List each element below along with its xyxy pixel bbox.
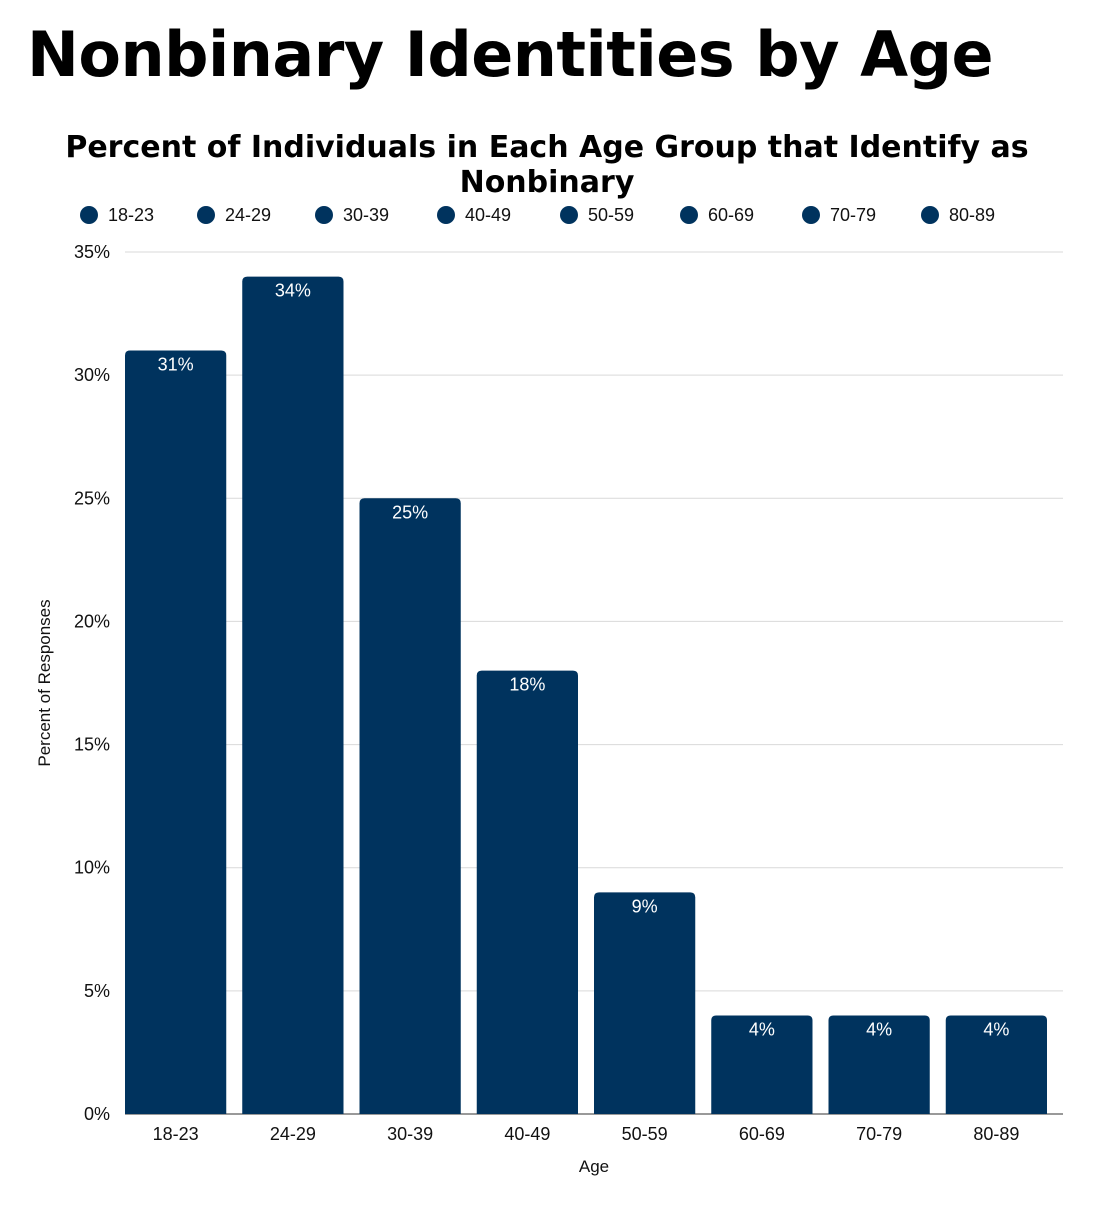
y-tick-label: 10% — [74, 858, 110, 878]
x-tick-label: 50-59 — [622, 1124, 668, 1144]
x-tick-label: 60-69 — [739, 1124, 785, 1144]
x-tick-label: 30-39 — [387, 1124, 433, 1144]
bars: 31% 34% 25% 18% 9% 4% 4% 4% — [125, 276, 1047, 1115]
bar-80-89 — [945, 1015, 1047, 1114]
x-tick-label: 80-89 — [973, 1124, 1019, 1144]
legend: 18-23 24-29 30-39 40-49 50-59 60-69 70-79 80-89 — [80, 205, 995, 225]
bar-data-label: 9% — [632, 896, 658, 916]
legend-marker — [197, 206, 215, 224]
y-tick-label: 30% — [74, 365, 110, 385]
bar-data-label: 34% — [275, 281, 311, 301]
bar-data-label: 25% — [392, 502, 428, 522]
legend-marker — [921, 206, 939, 224]
chart-title: Nonbinary Identities by Age — [26, 18, 994, 91]
x-tick-label: 24-29 — [270, 1124, 316, 1144]
legend-marker — [437, 206, 455, 224]
legend-label: 60-69 — [708, 205, 754, 225]
y-tick-label: 35% — [74, 242, 110, 262]
legend-marker — [560, 206, 578, 224]
legend-marker — [680, 206, 698, 224]
y-axis-ticks: 0% 5% 10% 15% 20% 25% 30% 35% — [74, 242, 110, 1124]
x-tick-label: 18-23 — [153, 1124, 199, 1144]
x-axis-title: Age — [579, 1157, 609, 1176]
bar-data-label: 4% — [866, 1019, 892, 1039]
bar-50-59 — [594, 892, 696, 1114]
bar-60-69 — [711, 1015, 813, 1114]
chart-subtitle: Percent of Individuals in Each Age Group… — [65, 130, 1029, 200]
legend-label: 50-59 — [588, 205, 634, 225]
legend-label: 70-79 — [830, 205, 876, 225]
bar-data-label: 4% — [749, 1019, 775, 1039]
bar-data-label: 31% — [158, 355, 194, 375]
legend-label: 30-39 — [343, 205, 389, 225]
bar-data-label: 18% — [509, 675, 545, 695]
y-tick-label: 0% — [84, 1104, 110, 1124]
y-axis-title: Percent of Responses — [35, 599, 54, 766]
bar-data-label: 4% — [983, 1019, 1009, 1039]
x-tick-label: 70-79 — [856, 1124, 902, 1144]
bar-30-39 — [359, 498, 461, 1114]
bar-40-49 — [476, 670, 578, 1114]
y-tick-label: 15% — [74, 735, 110, 755]
y-tick-label: 5% — [84, 981, 110, 1001]
legend-label: 18-23 — [108, 205, 154, 225]
x-axis-ticks: 18-23 24-29 30-39 40-49 50-59 60-69 70-79 80-89 — [153, 1124, 1020, 1144]
legend-label: 24-29 — [225, 205, 271, 225]
legend-marker — [315, 206, 333, 224]
legend-marker — [80, 206, 98, 224]
legend-label: 40-49 — [465, 205, 511, 225]
bar-24-29 — [242, 276, 344, 1115]
bar-18-23 — [125, 350, 227, 1114]
legend-label: 80-89 — [949, 205, 995, 225]
legend-marker — [802, 206, 820, 224]
y-tick-label: 25% — [74, 488, 110, 508]
y-tick-label: 20% — [74, 611, 110, 631]
x-tick-label: 40-49 — [504, 1124, 550, 1144]
bar-70-79 — [828, 1015, 930, 1114]
